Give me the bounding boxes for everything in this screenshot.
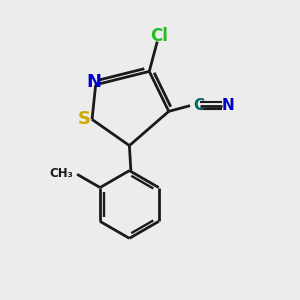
- Text: S: S: [77, 110, 90, 128]
- Text: N: N: [87, 74, 102, 92]
- Text: C: C: [194, 98, 205, 113]
- Text: N: N: [221, 98, 234, 113]
- Text: Cl: Cl: [150, 27, 168, 45]
- Text: CH₃: CH₃: [50, 167, 74, 180]
